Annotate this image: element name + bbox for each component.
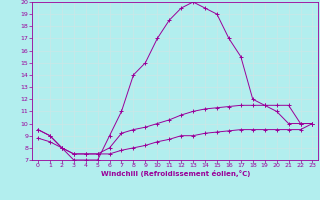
X-axis label: Windchill (Refroidissement éolien,°C): Windchill (Refroidissement éolien,°C) [100,170,250,177]
